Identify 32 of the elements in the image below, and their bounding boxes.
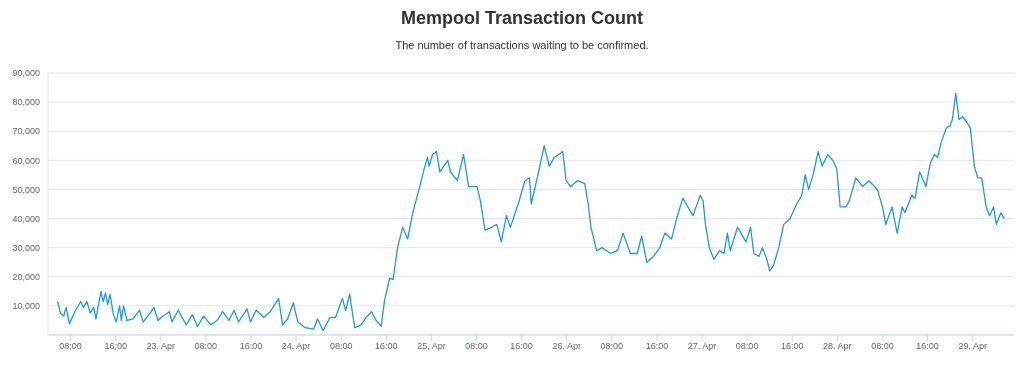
x-tick-label: 16:00 <box>239 341 263 352</box>
x-tick-label: 08:00 <box>194 341 218 352</box>
x-tick-label: 26. Apr <box>552 341 581 352</box>
y-tick-label: 20,000 <box>12 271 40 282</box>
y-tick-label: 30,000 <box>12 242 40 253</box>
chart-title: Mempool Transaction Count <box>400 8 643 28</box>
x-tick-label: 27. Apr <box>687 341 717 352</box>
x-tick-label: 16:00 <box>645 341 669 352</box>
x-tick-label: 08:00 <box>329 341 353 352</box>
x-tick-label: 16:00 <box>510 341 533 352</box>
x-tick-label: 24. Apr <box>281 341 311 352</box>
x-tick-label: 08:00 <box>735 341 759 352</box>
y-tick-label: 50,000 <box>12 184 40 195</box>
x-tick-label: 08:00 <box>59 341 82 352</box>
y-tick-label: 90,000 <box>12 68 40 79</box>
x-tick-label: 16:00 <box>104 341 127 352</box>
x-tick-label: 16:00 <box>375 341 398 352</box>
y-tick-label: 60,000 <box>12 155 40 166</box>
x-tick-label: 23. Apr <box>146 341 176 352</box>
x-tick-label: 16:00 <box>780 341 804 352</box>
x-tick-label: 08:00 <box>465 341 488 352</box>
x-tick-label: 29. Apr <box>958 341 987 352</box>
x-tick-label: 08:00 <box>600 341 624 352</box>
x-tick-label: 25. Apr <box>417 341 446 352</box>
y-tick-label: 70,000 <box>12 126 40 137</box>
y-tick-label: 40,000 <box>12 213 40 224</box>
y-tick-label: 10,000 <box>12 301 40 312</box>
x-tick-label: 08:00 <box>871 341 894 352</box>
x-tick-label: 28. Apr <box>823 341 852 352</box>
y-tick-label: 80,000 <box>12 97 40 108</box>
x-tick-label: 16:00 <box>916 341 939 352</box>
chart-subtitle: The number of transactions waiting to be confirmed. <box>395 39 649 51</box>
